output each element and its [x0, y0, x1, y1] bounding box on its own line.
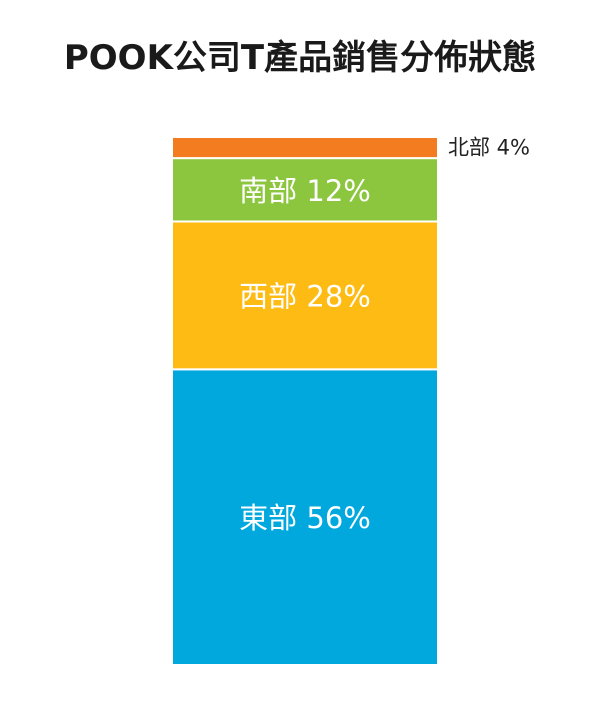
segment-label-3: 北部 4%: [448, 136, 530, 160]
bar-segment-0: [171, 368, 439, 666]
segment-label-0: 東部 56%: [239, 501, 371, 535]
chart-title: POOK公司T產品銷售分佈狀態: [63, 38, 537, 78]
bar-segment-3: [171, 136, 439, 160]
segment-label-2: 南部 12%: [239, 174, 371, 208]
segment-label-1: 西部 28%: [239, 279, 371, 313]
bar-segment-2: [171, 157, 439, 223]
